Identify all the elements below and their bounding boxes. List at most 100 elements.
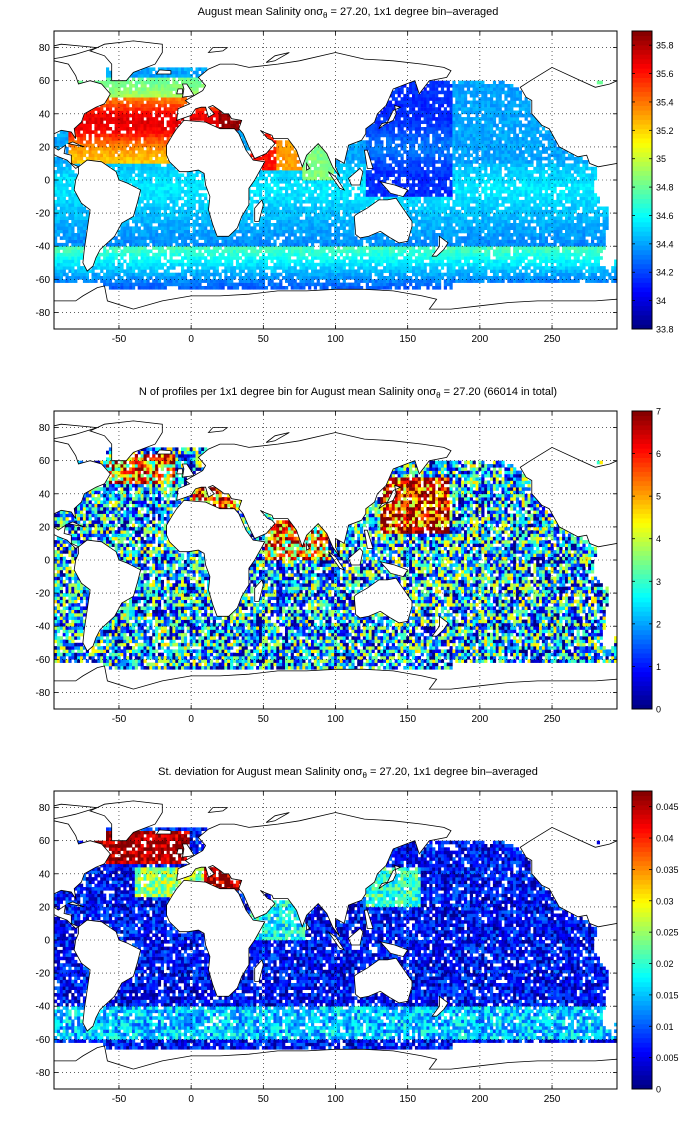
- heatmap-cell: [117, 272, 121, 277]
- heatmap-cell: [68, 266, 72, 270]
- heatmap-cell: [605, 216, 609, 221]
- heatmap-cell: [253, 183, 257, 187]
- heatmap-cell: [472, 219, 476, 224]
- heatmap-cell: [351, 262, 355, 267]
- heatmap-cell: [380, 233, 384, 237]
- heatmap-cell: [521, 199, 525, 204]
- heatmap-cell: [449, 213, 453, 217]
- heatmap-cell: [417, 213, 421, 217]
- heatmap-cell: [386, 236, 390, 240]
- heatmap-cell: [518, 173, 522, 178]
- heatmap-cell: [54, 256, 58, 260]
- heatmap-cell: [481, 246, 485, 250]
- heatmap-cell: [417, 196, 421, 201]
- heatmap-cell: [357, 259, 361, 264]
- heatmap-cell: [498, 183, 502, 187]
- heatmap-cell: [432, 213, 436, 217]
- heatmap-cell: [152, 239, 156, 244]
- heatmap-cell: [513, 269, 517, 274]
- heatmap-cell: [466, 219, 471, 224]
- heatmap-cell: [253, 276, 257, 280]
- heatmap-cell: [172, 276, 176, 280]
- heatmap-cell: [432, 216, 436, 221]
- heatmap-cell: [157, 276, 162, 280]
- heatmap-cell: [481, 216, 485, 221]
- heatmap-cell: [285, 223, 289, 227]
- heatmap-cell: [386, 249, 390, 254]
- heatmap-cell: [469, 226, 473, 231]
- heatmap-cell: [253, 256, 257, 260]
- heatmap-cell: [334, 236, 338, 240]
- heatmap-cell: [149, 203, 153, 207]
- heatmap-cell: [351, 219, 355, 224]
- heatmap-cell: [276, 249, 280, 254]
- heatmap-cell: [311, 266, 315, 270]
- heatmap-cell: [507, 226, 511, 231]
- heatmap-cell: [417, 219, 421, 224]
- heatmap-cell: [111, 266, 115, 270]
- heatmap-cell: [377, 256, 381, 260]
- heatmap-cell: [582, 189, 586, 194]
- heatmap-cell: [409, 269, 413, 274]
- heatmap-cell: [276, 256, 280, 260]
- heatmap-cell: [132, 259, 136, 264]
- heatmap-cell: [351, 286, 355, 290]
- heatmap-cell: [565, 276, 569, 280]
- heatmap-cell: [299, 236, 303, 240]
- heatmap-cell: [149, 206, 153, 211]
- heatmap-cell: [215, 282, 219, 287]
- heatmap-cell: [345, 183, 349, 187]
- heatmap-cell: [134, 219, 138, 224]
- heatmap-cell: [132, 226, 136, 231]
- heatmap-cell: [325, 269, 329, 274]
- heatmap-cell: [186, 256, 190, 260]
- heatmap-cell: [556, 223, 560, 227]
- heatmap-cell: [368, 203, 372, 207]
- heatmap-cell: [120, 269, 124, 274]
- heatmap-cell: [368, 196, 372, 201]
- heatmap-cell: [302, 229, 306, 234]
- heatmap-cell: [420, 279, 424, 283]
- heatmap-cell: [204, 226, 208, 231]
- heatmap-cell: [103, 252, 107, 257]
- heatmap-cell: [209, 233, 214, 237]
- heatmap-cell: [573, 176, 577, 181]
- heatmap-cell: [322, 189, 326, 194]
- heatmap-cell: [426, 216, 430, 221]
- heatmap-cell: [435, 189, 439, 194]
- heatmap-cell: [591, 246, 595, 250]
- heatmap-cell: [544, 276, 548, 280]
- heatmap-cell: [602, 239, 606, 244]
- heatmap-cell: [556, 233, 560, 237]
- heatmap-cell: [391, 246, 395, 250]
- heatmap-cell: [259, 189, 263, 194]
- heatmap-cell: [576, 233, 580, 237]
- heatmap-cell: [91, 279, 95, 283]
- heatmap-cell: [588, 259, 592, 264]
- heatmap-cell: [599, 242, 603, 247]
- heatmap-cell: [296, 262, 300, 267]
- heatmap-cell: [484, 246, 488, 250]
- heatmap-cell: [308, 173, 312, 178]
- heatmap-cell: [570, 252, 574, 257]
- heatmap-cell: [565, 173, 569, 178]
- heatmap-cell: [365, 279, 369, 283]
- heatmap-cell: [484, 266, 488, 270]
- heatmap-cell: [432, 176, 436, 181]
- heatmap-cell: [264, 256, 268, 260]
- heatmap-cell: [515, 223, 520, 227]
- heatmap-cell: [264, 246, 268, 250]
- heatmap-cell: [412, 272, 416, 277]
- heatmap-cell: [539, 229, 543, 234]
- heatmap-cell: [336, 282, 341, 287]
- heatmap-cell: [189, 203, 193, 207]
- heatmap-cell: [62, 203, 66, 207]
- heatmap-cell: [178, 183, 182, 187]
- heatmap-cell: [475, 233, 479, 237]
- heatmap-cell: [351, 249, 355, 254]
- heatmap-cell: [111, 256, 115, 260]
- heatmap-cell: [351, 269, 355, 274]
- heatmap-cell: [74, 176, 78, 181]
- heatmap-cell: [244, 216, 248, 221]
- heatmap-cell: [331, 249, 335, 254]
